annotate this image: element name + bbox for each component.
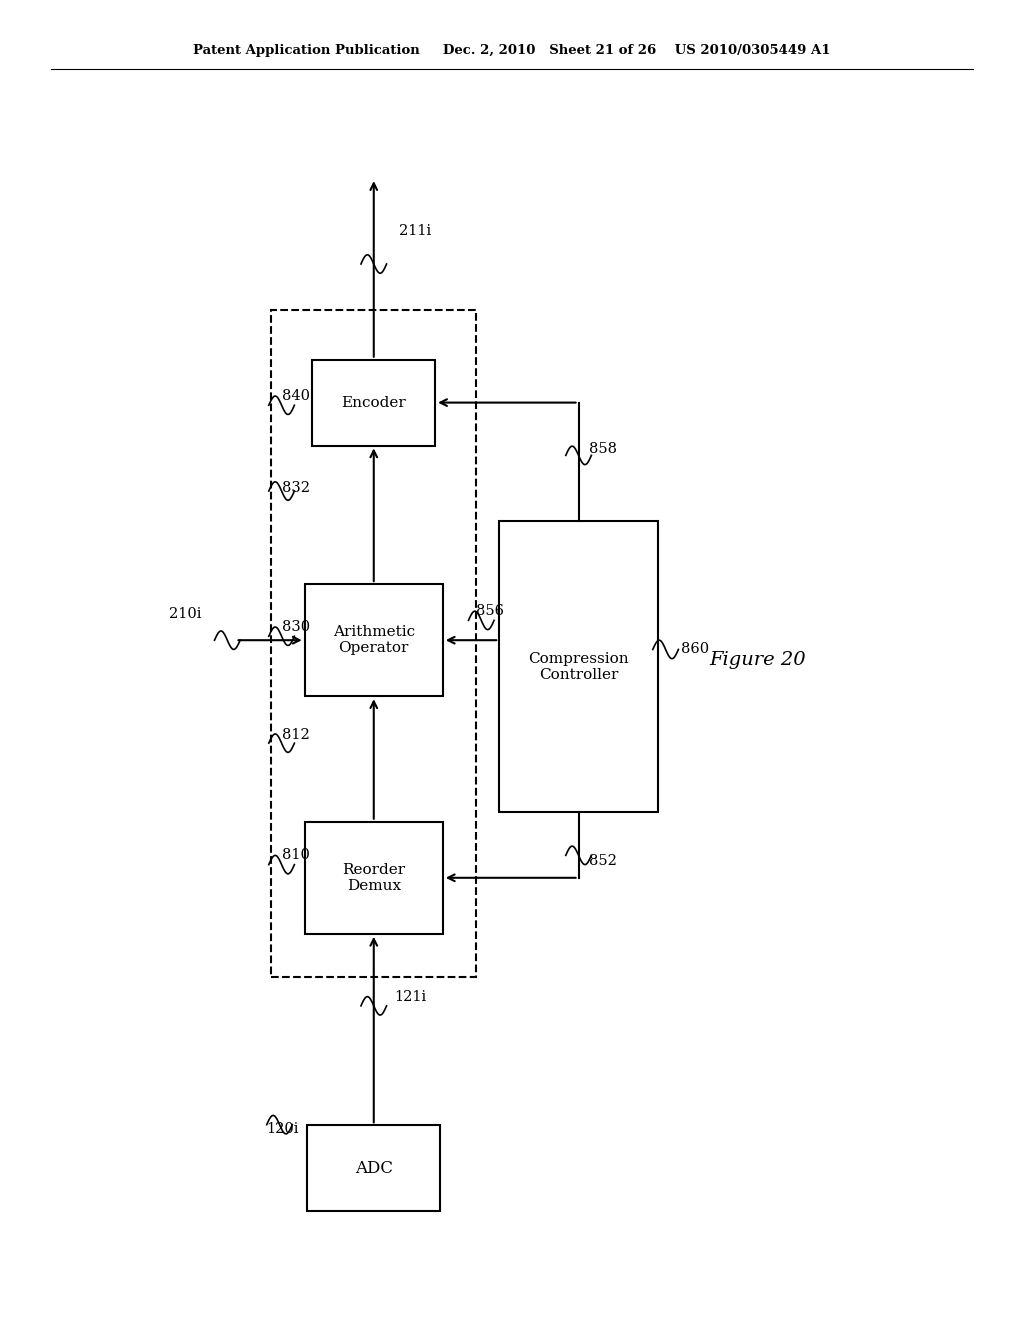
Bar bbox=[305, 583, 442, 697]
Text: Compression
Controller: Compression Controller bbox=[528, 652, 629, 681]
Text: Reorder
Demux: Reorder Demux bbox=[342, 863, 406, 892]
Text: 832: 832 bbox=[282, 482, 309, 495]
Text: 830: 830 bbox=[282, 620, 309, 634]
Bar bbox=[305, 821, 442, 935]
Bar bbox=[499, 521, 657, 812]
Text: 810: 810 bbox=[282, 849, 309, 862]
Text: 210i: 210i bbox=[169, 607, 202, 620]
Text: 211i: 211i bbox=[399, 224, 431, 238]
Text: Patent Application Publication     Dec. 2, 2010   Sheet 21 of 26    US 2010/0305: Patent Application Publication Dec. 2, 2… bbox=[194, 44, 830, 57]
Text: Figure 20: Figure 20 bbox=[710, 651, 806, 669]
Text: 840: 840 bbox=[282, 389, 309, 403]
Text: ADC: ADC bbox=[354, 1160, 393, 1176]
Text: 858: 858 bbox=[589, 442, 616, 455]
Bar bbox=[312, 359, 435, 446]
Bar bbox=[271, 310, 476, 977]
Text: 856: 856 bbox=[476, 605, 504, 618]
Text: 120i: 120i bbox=[266, 1122, 299, 1135]
Text: 852: 852 bbox=[589, 854, 616, 867]
Text: 121i: 121i bbox=[394, 990, 426, 1003]
Text: Encoder: Encoder bbox=[341, 396, 407, 409]
Text: 860: 860 bbox=[681, 643, 709, 656]
Bar bbox=[307, 1125, 440, 1212]
Text: 812: 812 bbox=[282, 729, 309, 742]
Text: Arithmetic
Operator: Arithmetic Operator bbox=[333, 626, 415, 655]
